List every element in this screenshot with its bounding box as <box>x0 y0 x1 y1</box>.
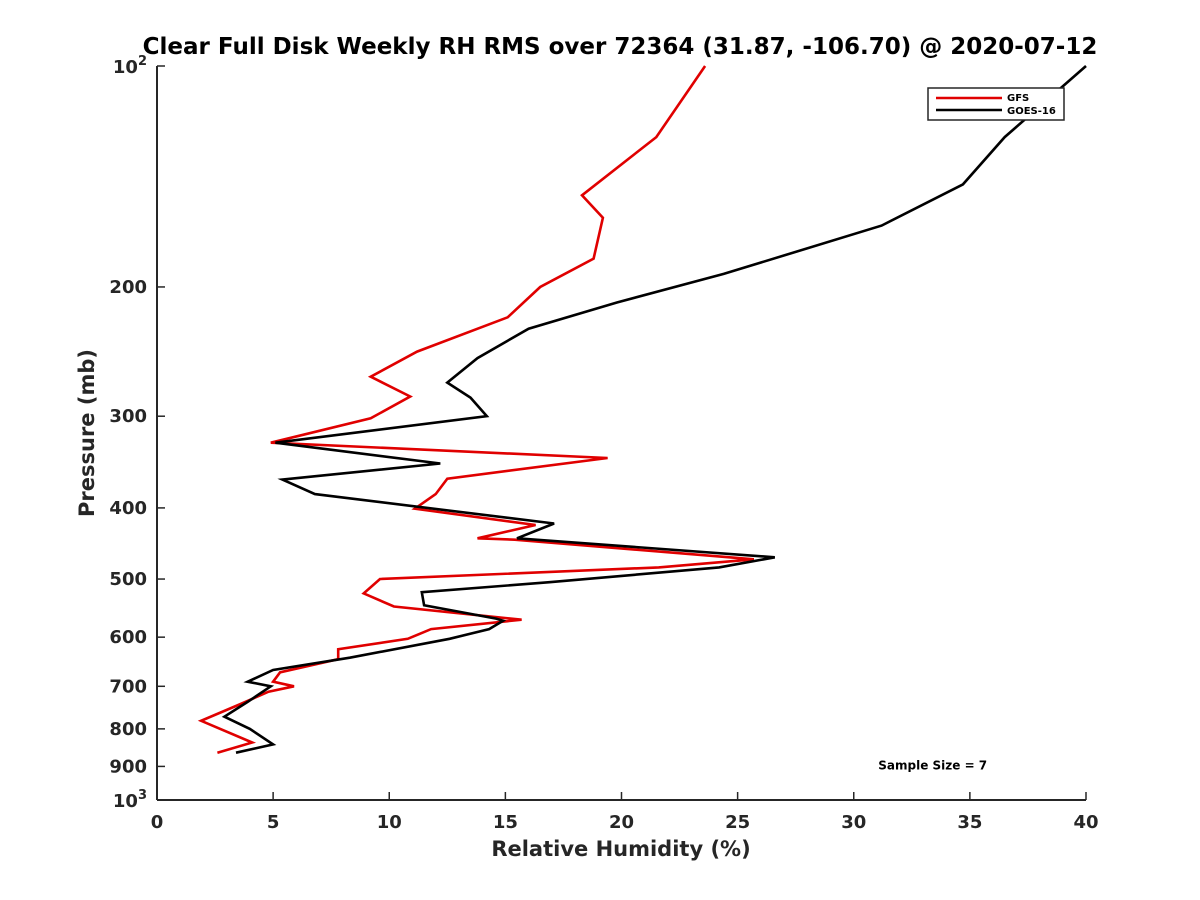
series-line-gfs <box>197 65 755 754</box>
legend-label-gfs: GFS <box>1007 93 1029 104</box>
y-tick-label: 103 <box>113 788 147 812</box>
x-ticks: 0 5 10 15 20 25 30 35 40 <box>151 792 1099 833</box>
x-tick-label: 30 <box>841 812 866 833</box>
y-tick-label: 102 <box>113 54 147 78</box>
x-tick-label: 25 <box>725 812 750 833</box>
y-tick-label: 600 <box>109 627 147 648</box>
y-tick-label: 400 <box>109 498 147 519</box>
x-axis-label: Relative Humidity (%) <box>491 837 750 861</box>
legend: GFS GOES-16 <box>927 87 1065 121</box>
y-tick-label: 900 <box>109 756 147 777</box>
x-tick-label: 0 <box>151 812 164 833</box>
x-tick-label: 40 <box>1073 812 1098 833</box>
y-tick-label: 300 <box>109 406 147 427</box>
x-tick-label: 35 <box>957 812 982 833</box>
x-tick-label: 5 <box>267 812 280 833</box>
y-tick-label: 500 <box>109 569 147 590</box>
axes <box>156 66 1086 801</box>
y-tick-label: 700 <box>109 676 147 697</box>
legend-label-goes16: GOES-16 <box>1007 106 1056 117</box>
legend-box <box>927 87 1065 121</box>
sample-size-annotation: Sample Size = 7 <box>878 758 987 772</box>
series-group <box>197 65 1087 754</box>
y-tick-label: 200 <box>109 277 147 298</box>
x-tick-label: 20 <box>609 812 634 833</box>
x-tick-label: 15 <box>493 812 518 833</box>
y-axis-label: Pressure (mb) <box>75 349 99 517</box>
series-line-goes16 <box>221 65 1087 754</box>
chart-title: Clear Full Disk Weekly RH RMS over 72364… <box>143 34 1098 60</box>
x-tick-label: 10 <box>377 812 402 833</box>
y-tick-label: 800 <box>109 719 147 740</box>
y-ticks: 200 300 400 500 600 700 800 900 102 103 <box>109 54 165 812</box>
